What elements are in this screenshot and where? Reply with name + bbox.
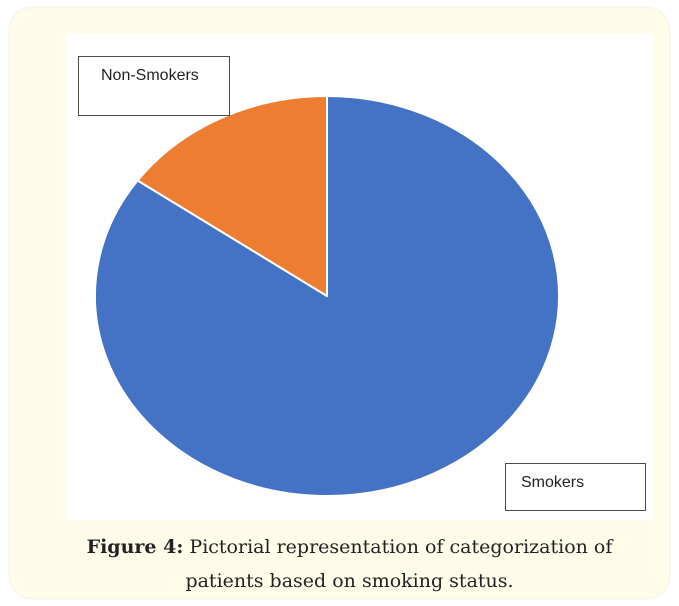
smokers-label-box: Smokers: [505, 463, 646, 511]
caption-line-1: Figure 4: Pictorial representation of ca…: [20, 530, 679, 564]
non-smokers-label-box: Non-Smokers: [78, 56, 230, 116]
pie-slice-non-smokers: [136, 95, 328, 297]
figure-card: Non-Smokers Smokers Figure 4: Pictorial …: [10, 8, 669, 598]
caption-line-2: patients based on smoking status.: [185, 570, 514, 592]
smokers-label: Smokers: [521, 474, 585, 491]
caption-text: Pictorial representation of categorizati…: [189, 536, 613, 558]
figure-caption: Figure 4: Pictorial representation of ca…: [20, 530, 679, 598]
figure-label: Figure 4:: [86, 536, 184, 558]
non-smokers-label: Non-Smokers: [101, 67, 199, 84]
pie-chart: [94, 95, 561, 497]
chart-area: Non-Smokers Smokers: [66, 34, 654, 520]
